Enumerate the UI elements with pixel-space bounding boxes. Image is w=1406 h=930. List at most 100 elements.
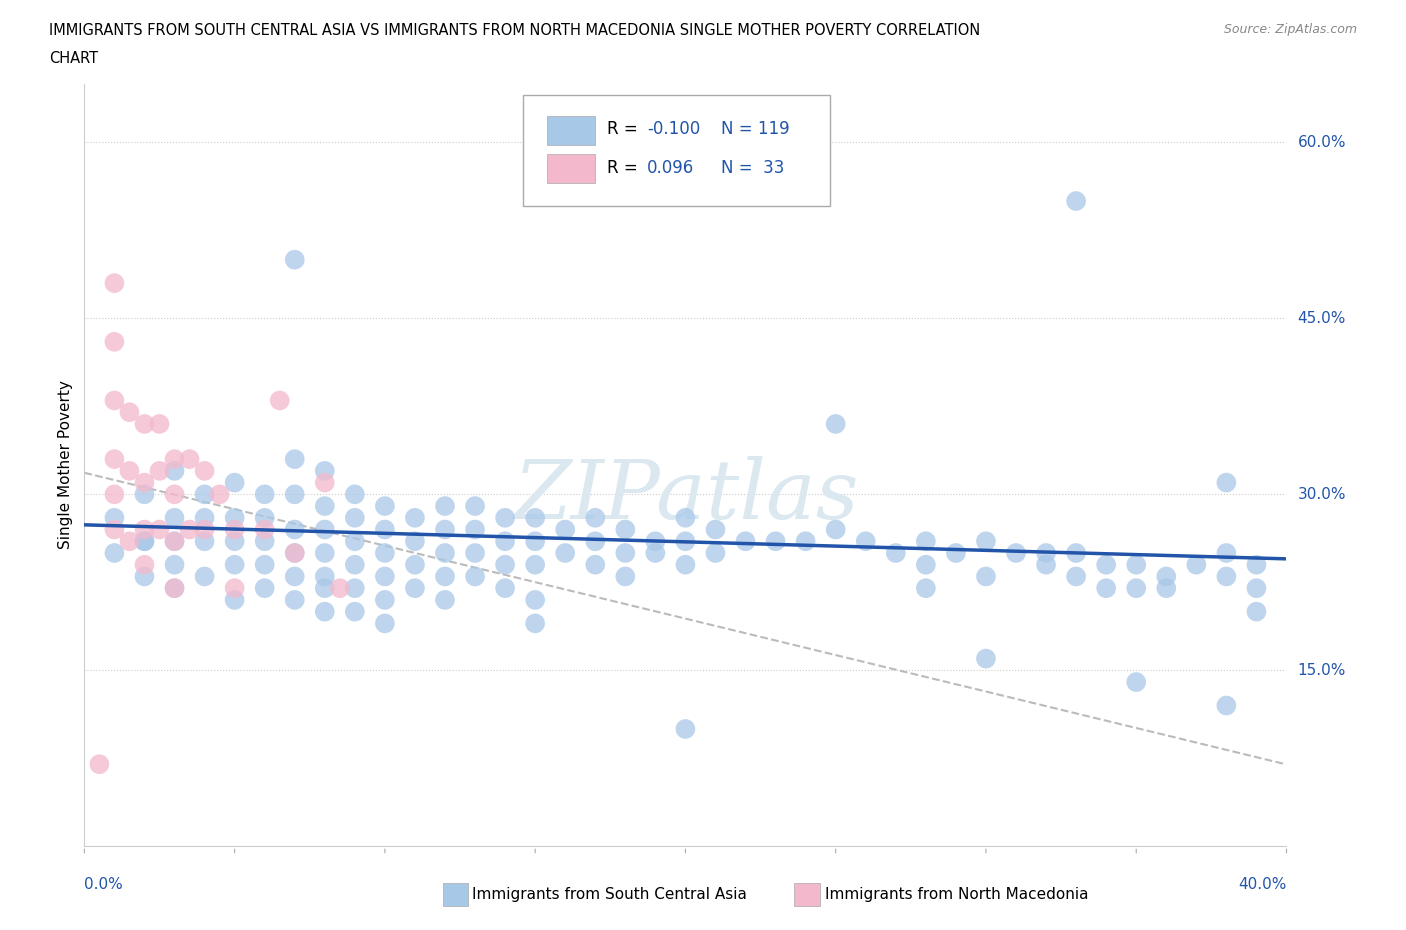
Point (765, 534, 787, 549)
Point (494, 511, 516, 525)
Point (1215, 546, 1237, 561)
Point (224, 557, 246, 572)
Point (794, 534, 817, 549)
Point (343, 557, 366, 572)
Point (284, 546, 307, 561)
Point (1215, 475, 1237, 490)
Point (884, 546, 907, 561)
Point (824, 522, 846, 537)
Point (194, 511, 217, 525)
Point (314, 546, 336, 561)
Point (343, 511, 366, 525)
Point (1064, 193, 1087, 208)
Point (675, 722, 697, 737)
Point (253, 557, 276, 572)
Point (103, 335, 125, 350)
Point (1125, 674, 1147, 689)
Point (253, 580, 276, 595)
Point (374, 569, 396, 584)
Text: 30.0%: 30.0% (1298, 486, 1346, 502)
Point (148, 522, 170, 537)
Point (89, 757, 111, 772)
Point (224, 534, 246, 549)
Text: 60.0%: 60.0% (1298, 135, 1346, 150)
Point (224, 475, 246, 490)
Text: Immigrants from North Macedonia: Immigrants from North Macedonia (825, 887, 1088, 902)
Point (374, 546, 396, 561)
Point (494, 580, 516, 595)
Point (675, 511, 697, 525)
Point (194, 534, 217, 549)
Point (644, 534, 666, 549)
Point (103, 487, 125, 502)
Text: N = 119: N = 119 (721, 121, 790, 139)
Point (524, 534, 547, 549)
Point (314, 463, 336, 478)
Bar (547, 115, 595, 145)
Point (494, 534, 516, 549)
Point (374, 522, 396, 537)
Point (1095, 580, 1118, 595)
Point (134, 475, 156, 490)
Point (1215, 698, 1237, 713)
Text: CHART: CHART (49, 51, 98, 66)
Text: R =: R = (607, 121, 638, 139)
Point (1156, 580, 1178, 595)
Text: 40.0%: 40.0% (1239, 877, 1286, 892)
Point (343, 487, 366, 502)
Point (343, 604, 366, 619)
Point (704, 522, 727, 537)
Point (524, 557, 547, 572)
Point (404, 511, 426, 525)
Point (224, 511, 246, 525)
Point (1246, 604, 1268, 619)
Point (945, 546, 967, 561)
Point (1156, 569, 1178, 584)
Text: ZIPatlas: ZIPatlas (513, 456, 858, 536)
Point (103, 275, 125, 290)
Point (314, 580, 336, 595)
Point (163, 452, 186, 467)
Point (163, 580, 186, 595)
Point (253, 487, 276, 502)
Bar (547, 153, 595, 183)
Point (404, 557, 426, 572)
Point (343, 534, 366, 549)
Point (434, 592, 457, 607)
Point (734, 534, 756, 549)
Point (855, 534, 877, 549)
Point (163, 534, 186, 549)
Point (284, 487, 307, 502)
Point (374, 616, 396, 631)
Point (134, 534, 156, 549)
Point (1064, 569, 1087, 584)
Point (253, 522, 276, 537)
Point (434, 546, 457, 561)
Point (194, 569, 217, 584)
Point (118, 534, 141, 549)
Point (404, 580, 426, 595)
Point (148, 463, 170, 478)
Point (374, 498, 396, 513)
Point (329, 580, 352, 595)
Point (134, 534, 156, 549)
Point (134, 487, 156, 502)
Point (163, 534, 186, 549)
Point (524, 616, 547, 631)
Point (434, 569, 457, 584)
Point (554, 522, 576, 537)
Point (194, 463, 217, 478)
Point (915, 580, 938, 595)
Point (404, 534, 426, 549)
Point (314, 522, 336, 537)
Text: -0.100: -0.100 (647, 121, 700, 139)
Point (524, 592, 547, 607)
Point (103, 393, 125, 408)
Point (524, 511, 547, 525)
Point (314, 475, 336, 490)
Point (434, 498, 457, 513)
Point (1005, 546, 1028, 561)
Point (915, 534, 938, 549)
Point (208, 487, 231, 502)
Text: 15.0%: 15.0% (1298, 663, 1346, 678)
